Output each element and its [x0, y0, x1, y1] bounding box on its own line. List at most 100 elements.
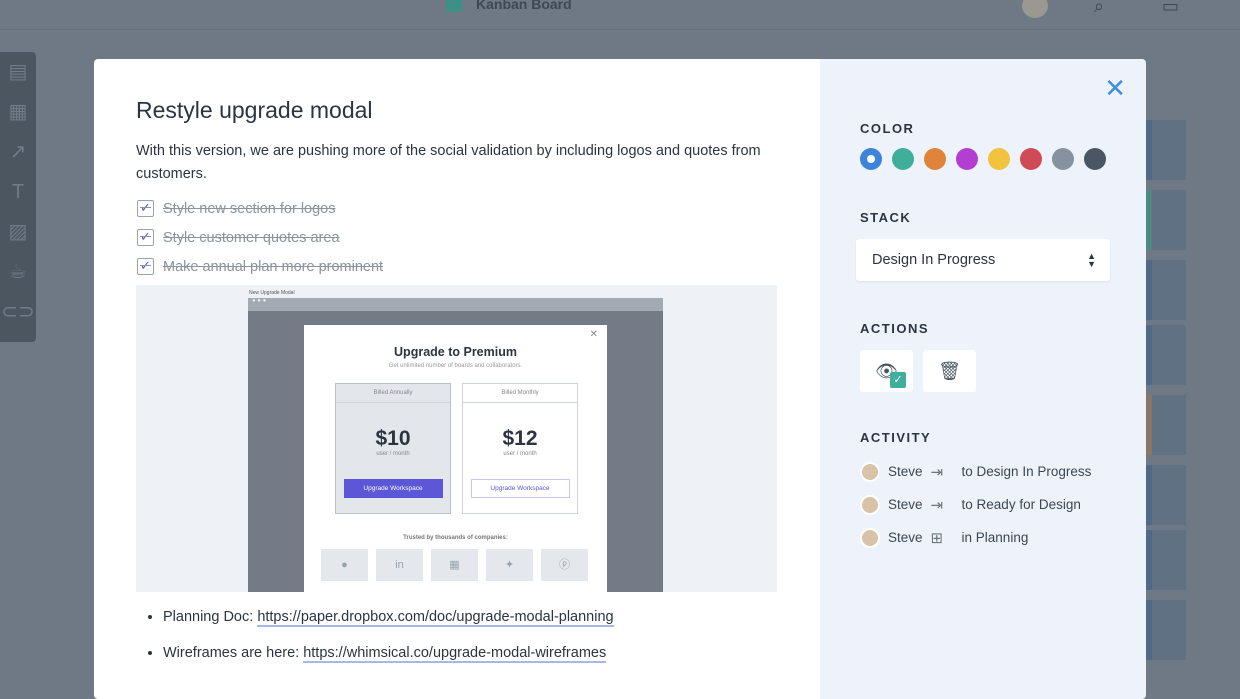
color-swatch[interactable]	[892, 148, 914, 170]
bg-card	[1146, 325, 1186, 385]
attachment-image[interactable]: New Upgrade Modal ● ● ● ✕ Upgrade to Pre…	[136, 285, 777, 592]
link-tool-icon[interactable]: ⊂⊃	[1, 301, 35, 323]
top-bar: Kanban Board ⌕ ▭	[0, 0, 1240, 30]
planning-doc-link[interactable]: https://paper.dropbox.com/doc/upgrade-mo…	[257, 609, 614, 627]
link-label: Wireframes are here:	[163, 645, 304, 661]
color-label: COLOR	[860, 121, 915, 136]
user-avatar[interactable]	[1022, 0, 1048, 18]
pinterest-icon: ⓟ	[541, 549, 588, 581]
bg-card	[1146, 600, 1186, 660]
checklist-label: Style customer quotes area	[163, 229, 340, 246]
activity-label: ACTIVITY	[860, 430, 932, 445]
card-sidebar: ✕ COLOR STACK Design In Progress ▲ ▼ ACTIO…	[820, 59, 1146, 699]
activity-item: Steve ⊞ in Planning	[860, 521, 1130, 554]
windows-icon: ▦	[431, 549, 478, 581]
board-title-text: Kanban Board	[476, 0, 572, 12]
checkbox-checked-icon[interactable]: ✓	[137, 200, 154, 217]
close-icon[interactable]: ✕	[1104, 73, 1126, 103]
close-icon: ✕	[589, 329, 598, 340]
activity-item: Steve ⇥ to Design In Progress	[860, 455, 1130, 488]
mock-title: Upgrade to Premium	[394, 345, 517, 359]
checklist: ✓ Style new section for logos ✓ Style cust…	[136, 194, 778, 281]
stack-value: Design In Progress	[872, 252, 996, 268]
color-swatch[interactable]	[1020, 148, 1042, 170]
check-icon: ✓	[890, 372, 906, 388]
card-title[interactable]: Restyle upgrade modal	[136, 97, 373, 123]
text-tool-icon[interactable]: T	[11, 181, 25, 203]
color-swatch[interactable]	[924, 148, 946, 170]
mock-upgrade-modal: ✕ Upgrade to Premium Get unlimited numbe…	[304, 325, 607, 592]
move-icon: ⇥	[930, 496, 944, 514]
plan-price: $10	[375, 427, 411, 450]
bg-card	[1146, 260, 1186, 320]
checklist-item[interactable]: ✓ Make annual plan more prominent	[137, 252, 778, 281]
image-tool-icon[interactable]: ▨	[8, 221, 28, 243]
add-icon: ⊞	[930, 529, 944, 547]
list-item: Wireframes are here: https://whimsical.c…	[163, 640, 778, 676]
avatar	[860, 527, 880, 548]
color-swatch[interactable]	[1084, 148, 1106, 170]
cup-tool-icon[interactable]: ☕	[9, 261, 27, 283]
plan-button: Upgrade Workspace	[343, 479, 443, 498]
mock-subtitle: Get unlimited number of boards and colla…	[388, 363, 523, 369]
stack-label: STACK	[860, 210, 912, 225]
checklist-label: Style new section for logos	[163, 200, 336, 217]
plan-unit: user / month	[503, 451, 537, 457]
card-main: Restyle upgrade modal With this version,…	[94, 59, 820, 699]
card-modal: Restyle upgrade modal With this version,…	[94, 59, 1146, 699]
trash-icon: 🗑	[938, 361, 961, 381]
arrow-tool-icon[interactable]: ↗	[9, 141, 27, 163]
actions-label: ACTIONS	[860, 321, 929, 336]
note-tool-icon[interactable]: ▤	[8, 61, 28, 83]
window-dots: ● ● ●	[248, 298, 663, 311]
color-swatch[interactable]	[956, 148, 978, 170]
delete-button[interactable]: 🗑	[923, 350, 976, 392]
color-swatch[interactable]	[860, 148, 882, 170]
checkbox-checked-icon[interactable]: ✓	[137, 258, 154, 275]
link-label: Planning Doc:	[163, 609, 258, 625]
checklist-item[interactable]: ✓ Style new section for logos	[137, 194, 778, 223]
bg-card	[1146, 395, 1186, 455]
activity-user: Steve	[888, 497, 923, 512]
apple-icon: ●	[321, 549, 368, 581]
checkbox-checked-icon[interactable]: ✓	[137, 229, 154, 246]
avatar	[860, 461, 880, 482]
link-list: Planning Doc: https://paper.dropbox.com/…	[136, 604, 778, 676]
checklist-item[interactable]: ✓ Style customer quotes area	[137, 223, 778, 252]
move-icon: ⇥	[930, 463, 944, 481]
twitter-icon: ✦	[486, 549, 533, 581]
activity-user: Steve	[888, 530, 923, 545]
plan-unit: user / month	[376, 451, 410, 457]
plan-monthly: Billed Monthly $12 user / month Upgrade …	[462, 383, 578, 514]
comment-icon[interactable]: ▭	[1162, 0, 1180, 16]
color-swatch[interactable]	[988, 148, 1010, 170]
bg-card	[1146, 465, 1186, 525]
search-icon[interactable]: ⌕	[1094, 0, 1105, 16]
trust-text: Trusted by thousands of companies:	[403, 535, 508, 541]
activity-list: Steve ⇥ to Design In Progress Steve ⇥ to Rea…	[860, 455, 1130, 554]
checklist-label: Make annual plan more prominent	[163, 258, 384, 275]
select-arrows-icon: ▲ ▼	[1087, 251, 1096, 269]
card-description[interactable]: With this version, we are pushing more o…	[136, 143, 761, 182]
board-title[interactable]: Kanban Board	[446, 0, 572, 12]
activity-text: to Design In Progress	[961, 464, 1092, 479]
tool-palette: ▤ ▦ ↗ T ▨ ☕ ⊂⊃	[0, 52, 36, 342]
stack-select[interactable]: Design In Progress ▲ ▼	[856, 239, 1110, 281]
avatar	[860, 494, 880, 515]
bg-card	[1146, 120, 1186, 180]
company-logos: ● in ▦ ✦ ⓟ	[321, 549, 588, 581]
grid-tool-icon[interactable]: ▦	[8, 101, 28, 123]
activity-text: to Ready for Design	[961, 497, 1081, 512]
activity-text: in Planning	[961, 530, 1029, 545]
bg-card	[1146, 190, 1186, 250]
watch-button[interactable]: 👁 ✓	[860, 350, 913, 392]
plan-button: Upgrade Workspace	[470, 479, 570, 498]
linkedin-icon: in	[376, 549, 423, 581]
plan-header: Billed Annually	[336, 384, 450, 403]
color-swatch[interactable]	[1052, 148, 1074, 170]
background-cards	[1146, 85, 1240, 692]
bg-card	[1146, 530, 1186, 590]
activity-user: Steve	[888, 464, 923, 479]
wireframes-link[interactable]: https://whimsical.co/upgrade-modal-wiref…	[303, 645, 607, 663]
attachment-caption: New Upgrade Modal	[249, 290, 295, 296]
